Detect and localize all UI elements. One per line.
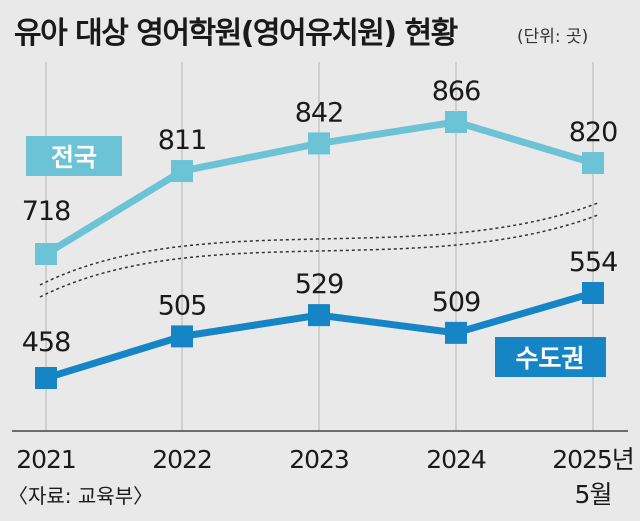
x-tick-2024: 2024 [426,445,486,474]
value-label-national-0: 718 [22,196,71,227]
legend-capital-swatch [495,337,606,377]
value-label-national-4: 820 [569,117,618,148]
axis-break [39,202,599,298]
data-point-capital-0 [35,367,57,389]
data-point-national-3 [445,111,467,133]
data-point-capital-1 [171,325,193,348]
legend-capital: 수도권 [495,337,606,377]
x-tick-2023: 2023 [289,445,349,474]
chart-title: 유아 대상 영어학원(영어유치원) 현황 [14,16,458,51]
legend-national-swatch [26,136,122,176]
source-note: 〈자료: 교육부〉 [8,484,153,508]
data-point-capital-2 [308,304,330,327]
value-label-capital-1: 505 [158,290,207,321]
series-capital [35,282,604,389]
value-label-national-1: 811 [158,125,207,156]
legend-national: 전국 [26,136,122,176]
data-point-national-2 [308,132,330,155]
value-label-capital-2: 529 [295,269,344,300]
legend-national-label: 전국 [51,143,97,172]
value-labels: 718 811 842 866 820 458 505 529 509 554 [22,76,619,358]
x-tick-2022: 2022 [152,445,212,474]
x-tick-2021: 2021 [16,445,76,474]
unit-label: (단위: 곳) [517,27,588,47]
legend-capital-label: 수도권 [515,344,584,373]
data-point-national-0 [35,243,57,265]
data-point-capital-4 [582,282,604,304]
data-point-capital-3 [445,321,467,344]
value-label-national-3: 866 [432,76,481,107]
x-tick-labels: 2021 2022 2023 2024 2025년 5월 [16,445,635,509]
value-label-capital-3: 509 [432,287,481,318]
value-label-capital-4: 554 [569,247,618,278]
value-label-national-2: 842 [295,97,344,128]
data-point-national-4 [582,152,604,175]
x-tick-2025-month: 5월 [575,480,612,509]
series-national [35,111,604,265]
value-label-capital-0: 458 [22,327,71,358]
x-tick-2025-year: 2025년 [552,445,634,474]
data-point-national-1 [171,160,193,183]
